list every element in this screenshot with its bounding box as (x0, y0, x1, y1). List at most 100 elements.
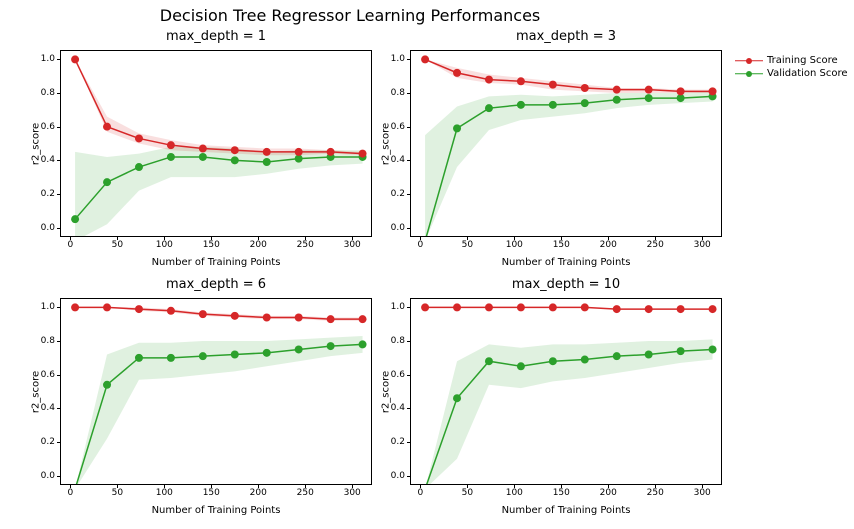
training-marker (613, 305, 621, 313)
xtick-label: 150 (203, 240, 220, 250)
validation-marker (359, 340, 367, 348)
ytick-label: 0.0 (391, 471, 405, 481)
training-marker (231, 312, 239, 320)
training-marker (71, 55, 79, 63)
ytick-label: 0.6 (391, 122, 405, 132)
xtick-label: 150 (553, 240, 570, 250)
training-marker (327, 148, 335, 156)
training-marker (677, 305, 685, 313)
validation-marker (581, 356, 589, 364)
xtick-label: 50 (112, 488, 123, 498)
legend-dot-training (746, 58, 752, 64)
training-marker (709, 305, 717, 313)
subplot-1: max_depth = 3Number of Training Pointsr2… (410, 50, 722, 237)
validation-marker (263, 349, 271, 357)
legend-item-validation: Validation Score (735, 68, 848, 79)
training-marker (453, 303, 461, 311)
xtick-label: 300 (694, 488, 711, 498)
training-marker (295, 148, 303, 156)
training-marker (645, 86, 653, 94)
training-marker (231, 146, 239, 154)
validation-marker (231, 351, 239, 359)
validation-marker (485, 104, 493, 112)
training-line (425, 59, 712, 91)
training-marker (295, 314, 303, 322)
validation-marker (167, 153, 175, 161)
ytick-label: 1.0 (391, 302, 405, 312)
validation-marker (645, 94, 653, 102)
training-marker (549, 303, 557, 311)
xtick-label: 250 (297, 488, 314, 498)
plot-area (61, 51, 371, 236)
training-marker (327, 315, 335, 323)
figure-suptitle: Decision Tree Regressor Learning Perform… (0, 6, 700, 25)
training-line (75, 59, 362, 153)
xtick-label: 0 (68, 240, 74, 250)
validation-marker (549, 101, 557, 109)
legend-label-training: Training Score (767, 55, 838, 66)
validation-marker (677, 347, 685, 355)
xtick-label: 100 (506, 488, 523, 498)
validation-marker (103, 381, 111, 389)
validation-marker (645, 351, 653, 359)
xtick-label: 50 (462, 488, 473, 498)
validation-marker (135, 163, 143, 171)
xtick-label: 200 (600, 488, 617, 498)
xtick-label: 100 (156, 240, 173, 250)
training-marker (581, 84, 589, 92)
validation-marker (453, 394, 461, 402)
subplot-title: max_depth = 3 (411, 29, 721, 44)
xtick-label: 200 (250, 488, 267, 498)
training-marker (199, 310, 207, 318)
ytick-label: 0.2 (41, 189, 55, 199)
validation-marker (613, 96, 621, 104)
subplot-3: max_depth = 10Number of Training Pointsr… (410, 298, 722, 485)
validation-marker (167, 354, 175, 362)
ytick-label: 0.8 (391, 88, 405, 98)
legend-swatch-training (735, 56, 763, 66)
training-marker (453, 69, 461, 77)
ytick-label: 0.4 (41, 155, 55, 165)
training-marker (359, 150, 367, 158)
xlabel: Number of Training Points (61, 505, 371, 516)
xlabel: Number of Training Points (411, 505, 721, 516)
ytick-label: 1.0 (41, 54, 55, 64)
ytick-label: 0.8 (41, 88, 55, 98)
xtick-label: 200 (600, 240, 617, 250)
plot-area (61, 299, 371, 484)
training-marker (359, 315, 367, 323)
training-marker (581, 303, 589, 311)
xtick-label: 0 (68, 488, 74, 498)
subplot-0: max_depth = 1Number of Training Pointsr2… (60, 50, 372, 237)
ytick-label: 0.8 (41, 336, 55, 346)
legend-swatch-validation (735, 69, 763, 79)
xtick-label: 300 (694, 240, 711, 250)
xtick-label: 100 (506, 240, 523, 250)
xtick-label: 50 (462, 240, 473, 250)
validation-band (425, 91, 712, 241)
validation-marker (103, 178, 111, 186)
training-band (425, 59, 712, 93)
plot-area (411, 299, 721, 484)
figure: Decision Tree Regressor Learning Perform… (0, 0, 854, 529)
training-marker (103, 123, 111, 131)
training-marker (549, 81, 557, 89)
training-marker (199, 145, 207, 153)
validation-marker (613, 352, 621, 360)
xtick-label: 200 (250, 240, 267, 250)
ytick-label: 0.4 (41, 403, 55, 413)
training-marker (677, 87, 685, 95)
validation-marker (517, 101, 525, 109)
plot-area (411, 51, 721, 236)
xtick-label: 150 (203, 488, 220, 498)
xtick-label: 50 (112, 240, 123, 250)
training-marker (421, 55, 429, 63)
ytick-label: 0.2 (391, 189, 405, 199)
ytick-label: 0.2 (391, 437, 405, 447)
legend: Training Score Validation Score (735, 55, 848, 81)
ytick-label: 0.0 (41, 471, 55, 481)
ytick-label: 0.6 (391, 370, 405, 380)
training-marker (485, 303, 493, 311)
training-marker (421, 303, 429, 311)
ytick-label: 0.0 (391, 223, 405, 233)
